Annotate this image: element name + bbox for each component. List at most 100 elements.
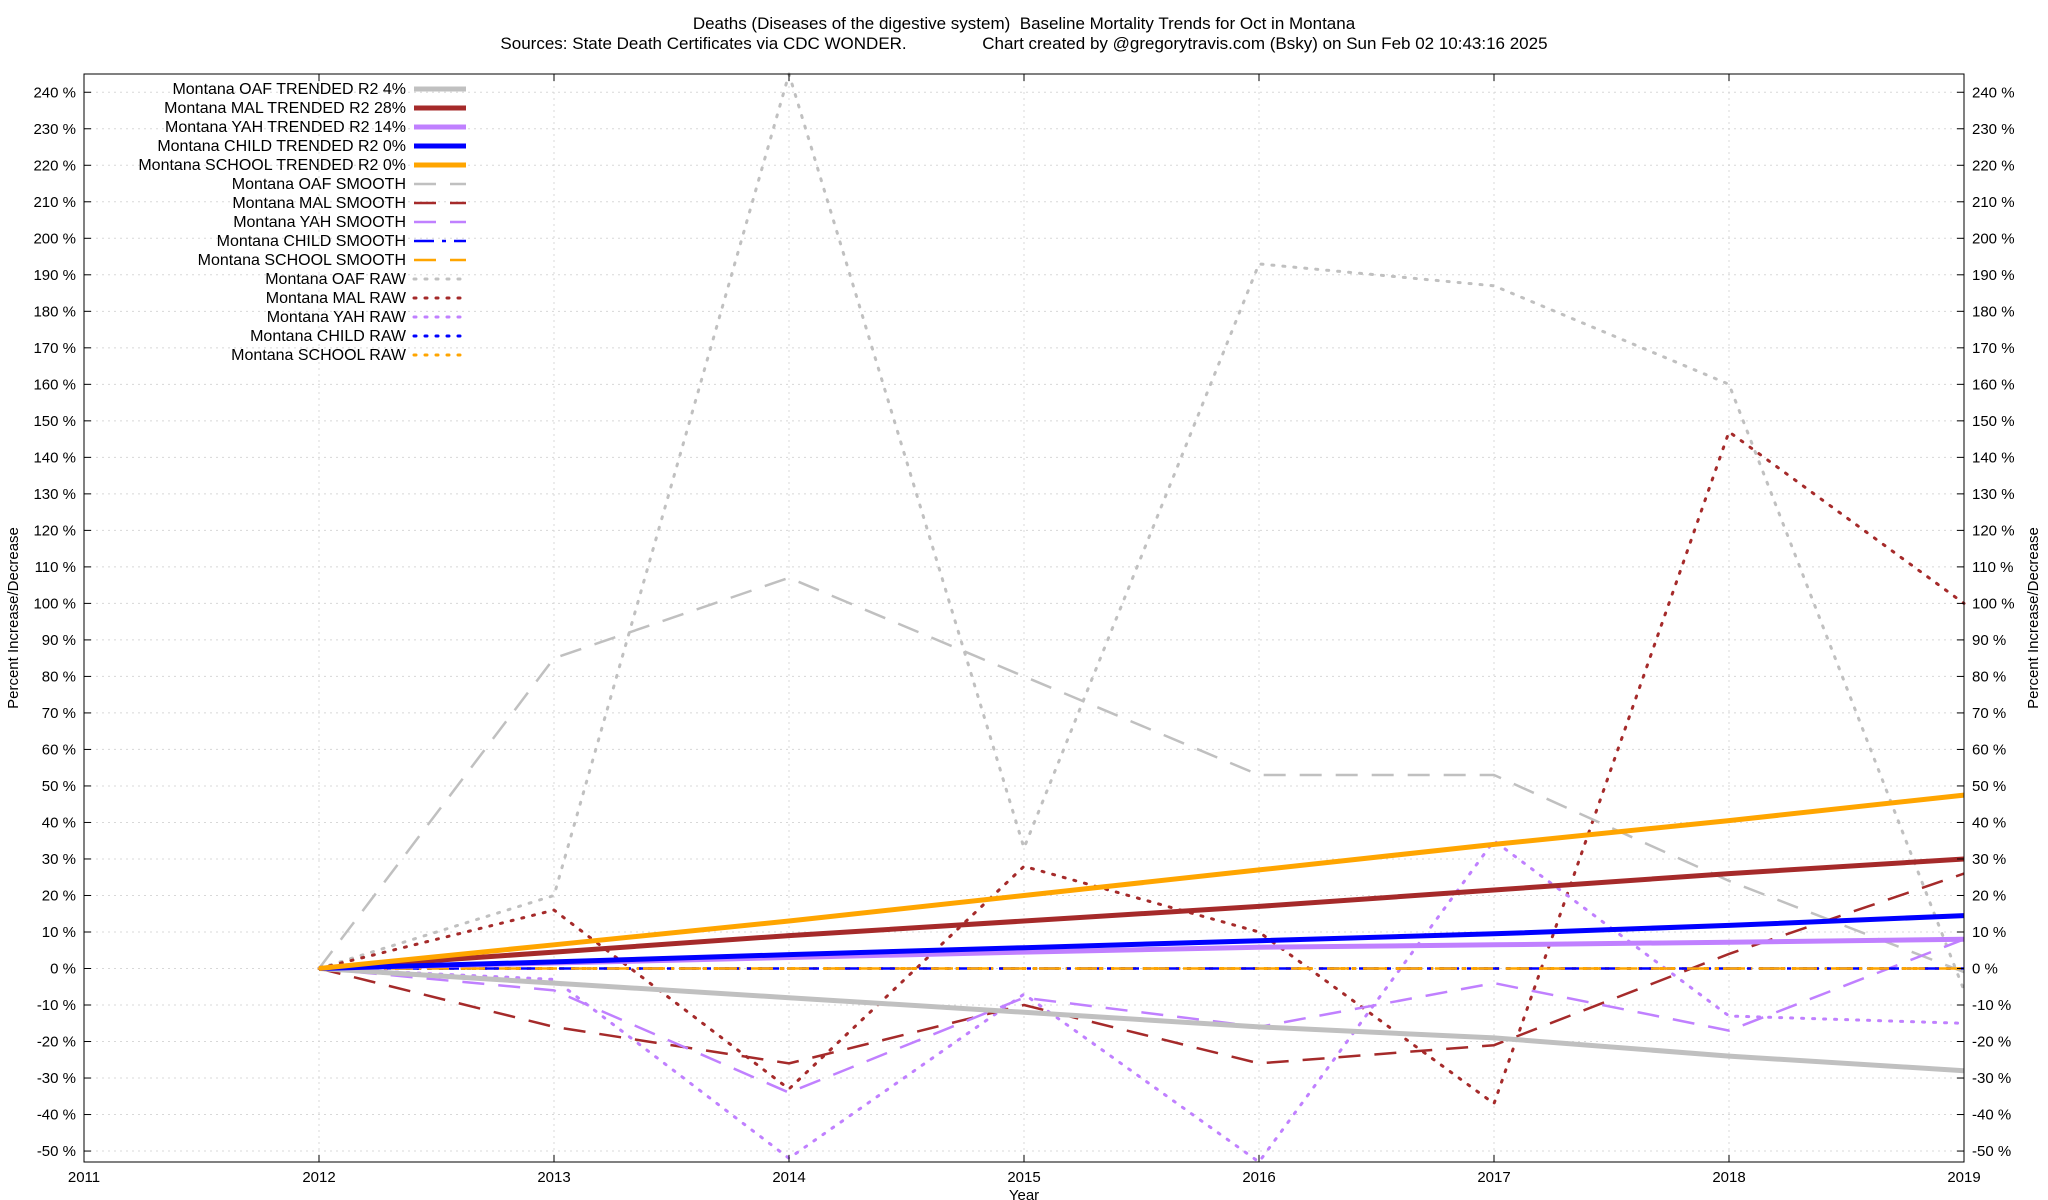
- y2-tick-label: 160 %: [1972, 376, 2015, 393]
- y2-tick-label: 80 %: [1972, 668, 2006, 685]
- y-tick-label: -50 %: [37, 1143, 76, 1160]
- series-line-1: [318, 856, 1965, 971]
- chart-subtitle: Sources: State Death Certificates via CD…: [500, 34, 1548, 53]
- legend-label-11: Montana MAL RAW: [266, 290, 407, 307]
- x-axis-label: Year: [1009, 1187, 1039, 1200]
- y-tick-label: 220 %: [33, 157, 76, 174]
- y2-tick-label: 230 %: [1972, 121, 2015, 138]
- y-tick-label: 120 %: [33, 522, 76, 539]
- y2-tick-label: -30 %: [1972, 1070, 2011, 1087]
- y2-tick-label: 100 %: [1972, 595, 2015, 612]
- legend-label-8: Montana CHILD SMOOTH: [217, 233, 406, 250]
- x-tick-label: 2016: [1242, 1169, 1275, 1186]
- y2-axis-label: Percent Increase/Decrease: [2025, 527, 2042, 709]
- legend-label-5: Montana OAF SMOOTH: [232, 176, 406, 193]
- y2-tick-label: 60 %: [1972, 741, 2006, 758]
- y-tick-label: 20 %: [42, 887, 76, 904]
- y-tick-label: -40 %: [37, 1107, 76, 1124]
- y-tick-label: 60 %: [42, 741, 76, 758]
- y2-tick-label: -50 %: [1972, 1143, 2011, 1160]
- y-tick-label: 180 %: [33, 303, 76, 320]
- legend-label-13: Montana CHILD RAW: [250, 328, 407, 345]
- y-tick-label: 30 %: [42, 851, 76, 868]
- y-tick-label: 200 %: [33, 230, 76, 247]
- y2-tick-label: 120 %: [1972, 522, 2015, 539]
- y2-tick-label: 220 %: [1972, 157, 2015, 174]
- y2-tick-label: 110 %: [1972, 559, 2013, 576]
- series-line-7: [318, 938, 1965, 1094]
- grid-layer: [83, 74, 1965, 1162]
- y2-tick-label: -20 %: [1972, 1034, 2011, 1051]
- series-line-12: [317, 839, 1966, 1164]
- y-tick-label: 100 %: [33, 595, 76, 612]
- y-axis-label: Percent Increase/Decrease: [5, 527, 22, 709]
- legend-label-3: Montana CHILD TRENDED R2 0%: [157, 138, 406, 155]
- y2-tick-label: 20 %: [1972, 887, 2006, 904]
- x-tick-label: 2012: [302, 1169, 335, 1186]
- y2-tick-label: 0 %: [1972, 960, 1998, 977]
- y-tick-label: 190 %: [33, 267, 76, 284]
- y-tick-label: 0 %: [50, 960, 76, 977]
- y2-tick-label: 240 %: [1972, 84, 2015, 101]
- legend-label-14: Montana SCHOOL RAW: [231, 347, 407, 364]
- series-line-11: [317, 430, 1966, 1106]
- legend: Montana OAF TRENDED R2 4% Montana MAL TRE…: [138, 81, 468, 364]
- y2-tick-label: 150 %: [1972, 413, 2015, 430]
- y2-tick-label: 140 %: [1972, 449, 2015, 466]
- y-tick-label: 80 %: [42, 668, 76, 685]
- legend-label-0: Montana OAF TRENDED R2 4%: [172, 81, 406, 98]
- y-tick-label: 110 %: [35, 559, 76, 576]
- y2-tick-label: 50 %: [1972, 778, 2006, 795]
- series-line-0: [318, 966, 1965, 1074]
- x-tick-label: 2011: [68, 1169, 100, 1186]
- y-tick-label: -10 %: [37, 997, 76, 1014]
- series-layer: [317, 72, 1966, 1164]
- chart-title: Deaths (Diseases of the digestive system…: [692, 14, 1356, 33]
- y-tick-label: 10 %: [42, 924, 76, 941]
- series-line-4: [318, 792, 1965, 971]
- x-tick-label: 2014: [772, 1169, 805, 1186]
- y2-tick-label: -10 %: [1972, 997, 2011, 1014]
- y2-tick-label: 130 %: [1972, 486, 2015, 503]
- y-tick-label: -30 %: [37, 1070, 76, 1087]
- y2-tick-label: -40 %: [1972, 1107, 2011, 1124]
- y-tick-label: 50 %: [42, 778, 76, 795]
- y2-tick-label: 70 %: [1972, 705, 2006, 722]
- y-tick-label: -20 %: [37, 1034, 76, 1051]
- y-tick-label: 210 %: [33, 194, 76, 211]
- legend-label-12: Montana YAH RAW: [267, 309, 407, 326]
- y-tick-label: 70 %: [42, 705, 76, 722]
- legend-label-9: Montana SCHOOL SMOOTH: [198, 252, 406, 269]
- y2-tick-label: 90 %: [1972, 632, 2006, 649]
- y-tick-label: 160 %: [33, 376, 76, 393]
- series-line-3: [318, 913, 1965, 971]
- y-tick-label: 40 %: [42, 814, 76, 831]
- y2-tick-label: 180 %: [1972, 303, 2015, 320]
- y-tick-label: 130 %: [33, 486, 76, 503]
- series-line-5: [318, 576, 1965, 974]
- y2-tick-label: 30 %: [1972, 851, 2006, 868]
- x-tick-label: 2017: [1477, 1169, 1510, 1186]
- legend-label-1: Montana MAL TRENDED R2 28%: [164, 100, 406, 117]
- x-tick-label: 2015: [1007, 1169, 1040, 1186]
- y-tick-label: 140 %: [33, 449, 76, 466]
- legend-label-7: Montana YAH SMOOTH: [233, 214, 406, 231]
- axis-layer: -50 % -50 % -40 % -40 % -30 % -30 % -20 % -20 %…: [33, 74, 2015, 1186]
- x-tick-label: 2013: [537, 1169, 570, 1186]
- y-tick-label: 170 %: [33, 340, 76, 357]
- series-line-10: [317, 72, 1966, 992]
- y-tick-label: 230 %: [33, 121, 76, 138]
- y-tick-label: 150 %: [33, 413, 76, 430]
- y2-tick-label: 10 %: [1972, 924, 2006, 941]
- y2-tick-label: 200 %: [1972, 230, 2015, 247]
- x-tick-label: 2018: [1712, 1169, 1745, 1186]
- y-tick-label: 240 %: [33, 84, 76, 101]
- legend-label-10: Montana OAF RAW: [265, 271, 407, 288]
- x-tick-label: 2019: [1947, 1169, 1980, 1186]
- y2-tick-label: 190 %: [1972, 267, 2015, 284]
- y2-tick-label: 170 %: [1972, 340, 2015, 357]
- legend-label-6: Montana MAL SMOOTH: [232, 195, 406, 212]
- y2-tick-label: 210 %: [1972, 194, 2015, 211]
- legend-label-2: Montana YAH TRENDED R2 14%: [165, 119, 406, 136]
